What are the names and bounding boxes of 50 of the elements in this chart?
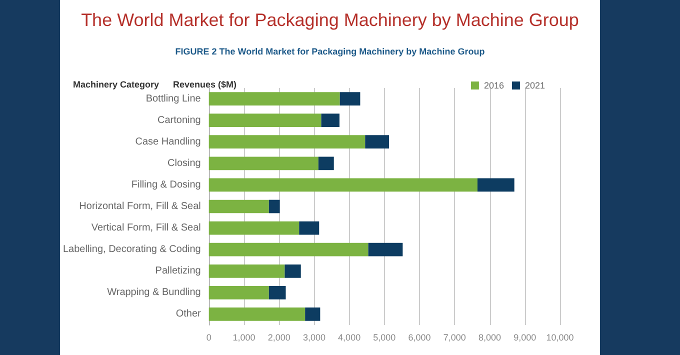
x-axis-title: Revenues ($M) — [173, 80, 237, 90]
bar — [340, 92, 360, 106]
legend-label: 2021 — [524, 80, 546, 90]
x-tick-label: 1,000 — [232, 332, 256, 342]
legend-label: 2016 — [484, 80, 504, 90]
chart-subtitle: FIGURE 2 The World Market for Packaging Machinery by Machine Group — [175, 46, 486, 56]
x-tick-label: 10,000 — [546, 332, 574, 342]
bar — [318, 156, 334, 170]
bar — [208, 242, 368, 256]
x-tick-label: 6,000 — [408, 332, 431, 342]
bar — [208, 156, 318, 170]
y-tick-label: Other — [176, 308, 202, 320]
chart-title: The World Market for Packaging Machinery by Machine Group — [81, 10, 579, 30]
x-tick-label: 9,000 — [514, 332, 536, 342]
y-tick-label: Cartoning — [158, 114, 201, 126]
y-tick-label: Closing — [168, 158, 201, 169]
bar — [299, 221, 320, 235]
bar — [208, 200, 269, 214]
y-tick-label: Palletizing — [155, 266, 201, 277]
y-tick-label: Filling & Dosing — [131, 179, 201, 190]
bar — [477, 178, 514, 192]
bar — [208, 221, 300, 235]
bar — [368, 242, 403, 256]
bar — [208, 308, 306, 321]
y-tick-label: Wrapping & Bundling — [107, 287, 201, 298]
y-tick-label: Vertical Form, Fill & Seal — [91, 222, 201, 234]
y-tick-label: Labelling, Decorating & Coding — [62, 244, 201, 256]
x-tick-label: 3,000 — [302, 332, 326, 342]
y-tick-label: Case Handling — [135, 136, 201, 148]
y-tick-label: Horizontal Form, Fill & Seal — [79, 201, 201, 212]
bar — [208, 135, 366, 149]
bar — [365, 135, 389, 149]
x-tick-label: 0 — [206, 332, 212, 342]
x-tick-label: 2,000 — [268, 332, 290, 342]
bar — [305, 308, 320, 321]
x-tick-label: 5,000 — [373, 332, 396, 342]
x-tick-label: 4,000 — [338, 332, 361, 342]
bar — [208, 178, 478, 192]
bar — [268, 286, 286, 300]
bar — [268, 200, 280, 214]
y-axis-title: Machinery Category — [73, 80, 160, 90]
bar — [208, 92, 340, 106]
bar — [208, 264, 285, 278]
x-tick-label: 7,000 — [443, 332, 466, 342]
y-tick-label: Bottling Line — [146, 93, 202, 104]
bar — [321, 114, 340, 127]
x-tick-label: 8,000 — [478, 332, 502, 342]
bar — [284, 264, 301, 278]
bar — [208, 114, 322, 127]
bar — [208, 286, 269, 300]
